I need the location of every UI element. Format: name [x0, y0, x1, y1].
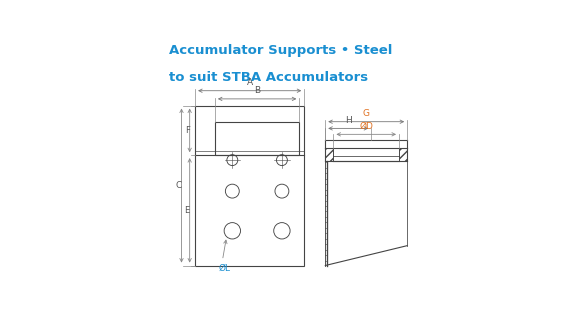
- Text: H: H: [345, 116, 352, 125]
- Text: G: G: [363, 109, 370, 118]
- Text: ØD: ØD: [359, 122, 373, 131]
- Text: Accumulator Supports • Steel: Accumulator Supports • Steel: [169, 43, 392, 57]
- Text: F: F: [185, 126, 189, 135]
- Text: E: E: [185, 206, 190, 215]
- Text: C: C: [176, 181, 182, 190]
- Text: to suit STBA Accumulators: to suit STBA Accumulators: [169, 71, 368, 84]
- Text: ØL: ØL: [219, 264, 231, 273]
- Text: A: A: [247, 78, 253, 87]
- Text: B: B: [254, 86, 260, 95]
